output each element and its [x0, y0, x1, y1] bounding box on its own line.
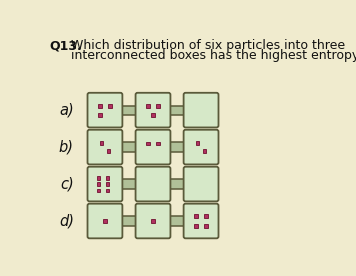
- Text: Which distribution of six particles into three: Which distribution of six particles into…: [71, 39, 345, 52]
- Bar: [106, 182, 109, 186]
- Bar: [194, 224, 198, 228]
- Bar: [151, 219, 155, 223]
- Bar: [97, 176, 100, 180]
- Bar: [106, 189, 109, 192]
- Bar: [196, 141, 199, 145]
- FancyBboxPatch shape: [88, 204, 122, 238]
- Bar: [156, 104, 159, 108]
- Bar: [151, 113, 155, 117]
- Bar: [168, 105, 185, 115]
- Bar: [146, 142, 150, 145]
- Bar: [98, 104, 102, 108]
- Bar: [156, 142, 159, 145]
- Bar: [120, 142, 137, 152]
- Bar: [98, 113, 102, 117]
- Text: d): d): [59, 214, 74, 229]
- Bar: [120, 105, 137, 115]
- FancyBboxPatch shape: [136, 130, 171, 164]
- FancyBboxPatch shape: [184, 204, 219, 238]
- Text: c): c): [60, 177, 74, 192]
- Bar: [100, 141, 103, 145]
- Bar: [168, 216, 185, 225]
- Bar: [106, 149, 110, 153]
- Text: interconnected boxes has the highest entropy?: interconnected boxes has the highest ent…: [71, 49, 356, 62]
- Bar: [97, 189, 100, 192]
- Bar: [168, 179, 185, 189]
- FancyBboxPatch shape: [184, 93, 219, 128]
- Bar: [204, 214, 208, 218]
- FancyBboxPatch shape: [184, 130, 219, 164]
- Bar: [168, 142, 185, 152]
- Bar: [103, 219, 107, 223]
- Bar: [146, 104, 150, 108]
- FancyBboxPatch shape: [184, 167, 219, 201]
- FancyBboxPatch shape: [88, 130, 122, 164]
- Bar: [97, 182, 100, 186]
- Bar: [108, 104, 111, 108]
- FancyBboxPatch shape: [136, 93, 171, 128]
- FancyBboxPatch shape: [88, 167, 122, 201]
- Bar: [120, 179, 137, 189]
- Bar: [203, 149, 206, 153]
- Bar: [204, 224, 208, 228]
- Bar: [194, 214, 198, 218]
- Text: a): a): [59, 103, 74, 118]
- FancyBboxPatch shape: [136, 204, 171, 238]
- Text: Q13.: Q13.: [49, 39, 82, 52]
- Bar: [106, 176, 109, 180]
- FancyBboxPatch shape: [88, 93, 122, 128]
- Bar: [120, 216, 137, 225]
- FancyBboxPatch shape: [136, 167, 171, 201]
- Text: b): b): [59, 140, 74, 155]
